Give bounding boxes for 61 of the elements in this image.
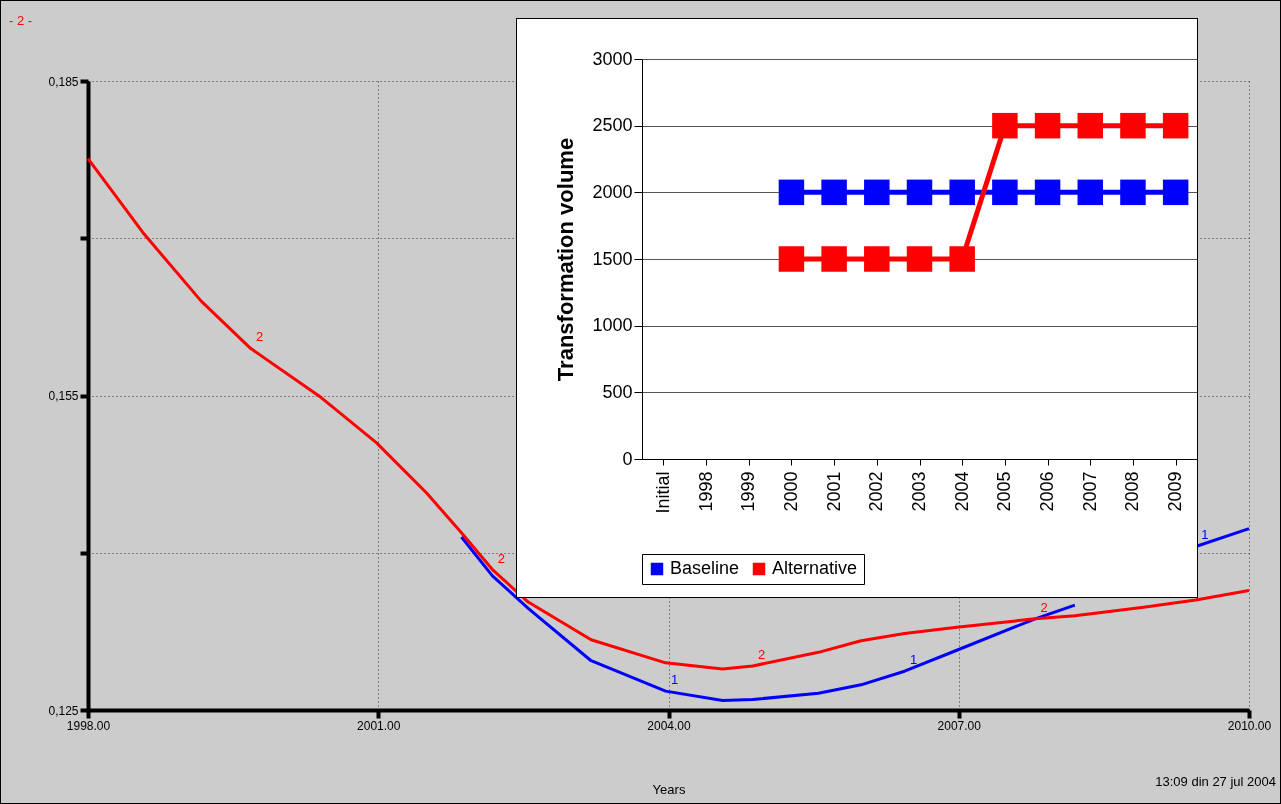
x-tick-label: 2007: [1079, 471, 1100, 512]
y-tick-label: 0,185: [48, 74, 79, 89]
x-tick-label: 2009: [1165, 471, 1186, 512]
series-label: 1: [1201, 527, 1209, 543]
text: 13:09 din 27 jul 2004: [1155, 774, 1276, 789]
point: [821, 179, 847, 206]
point: [1034, 112, 1061, 139]
x-tick-label: Initial: [652, 471, 673, 514]
point: [864, 246, 890, 272]
point: [1162, 112, 1189, 139]
x-tick-label: 2008: [1122, 471, 1143, 512]
y-tick-label: 3000: [592, 48, 633, 69]
text: - 2 -: [9, 13, 33, 28]
text: 1: [909, 652, 918, 668]
x-tick-label: 1999: [738, 471, 759, 512]
point: [778, 179, 805, 206]
x-tick-label: 2007.00: [937, 718, 982, 733]
text: 2: [1040, 599, 1048, 615]
x-tick-label: 2010.00: [1227, 718, 1272, 733]
y-tick-label: 2500: [592, 115, 633, 136]
point: [778, 246, 805, 272]
legend-label: Baseline: [670, 558, 740, 578]
point: [1034, 179, 1061, 206]
y-tick-label: 1000: [592, 315, 633, 336]
point: [864, 179, 890, 206]
point: [1077, 112, 1104, 139]
point: [1120, 179, 1146, 206]
x-tick-label: 1998.00: [66, 718, 111, 733]
point: [1162, 179, 1189, 206]
point: [1120, 112, 1146, 139]
series-label: 2: [758, 646, 766, 662]
y-tick-label: 0,125: [48, 703, 79, 718]
x-tick-label: 2001: [823, 471, 844, 512]
x-tick-label: 2002: [866, 471, 887, 512]
x-tick-label: 2003: [909, 471, 929, 512]
x-axis-title: Years: [652, 781, 686, 797]
point: [906, 246, 933, 272]
point: [1077, 179, 1104, 206]
point: [906, 179, 933, 206]
x-tick-label: 1998: [695, 471, 716, 512]
point: [949, 246, 975, 272]
text: 2: [497, 550, 506, 566]
x-tick-label: 2000: [780, 471, 801, 512]
x-tick-label: 2005: [994, 471, 1015, 512]
y-axis-title: Transformation volume: [553, 137, 579, 382]
x-tick-label: 2004.00: [647, 718, 692, 733]
legend-label: Alternative: [772, 558, 858, 578]
y-tick-label: 500: [602, 381, 633, 402]
y-tick-label: 0,155: [48, 389, 79, 403]
point: [821, 246, 847, 272]
x-tick-label: 2004: [951, 471, 972, 512]
point: [949, 179, 975, 206]
point: [992, 112, 1018, 139]
y-tick-label: 2000: [592, 181, 633, 202]
point: [992, 179, 1018, 206]
text: 1: [670, 672, 679, 688]
x-tick-label: 2006: [1037, 471, 1058, 512]
y-tick-label: 1500: [592, 248, 633, 269]
y-tick-label: 0: [622, 448, 633, 469]
text: 2: [255, 329, 264, 345]
x-tick-label: 2001.00: [357, 718, 401, 733]
